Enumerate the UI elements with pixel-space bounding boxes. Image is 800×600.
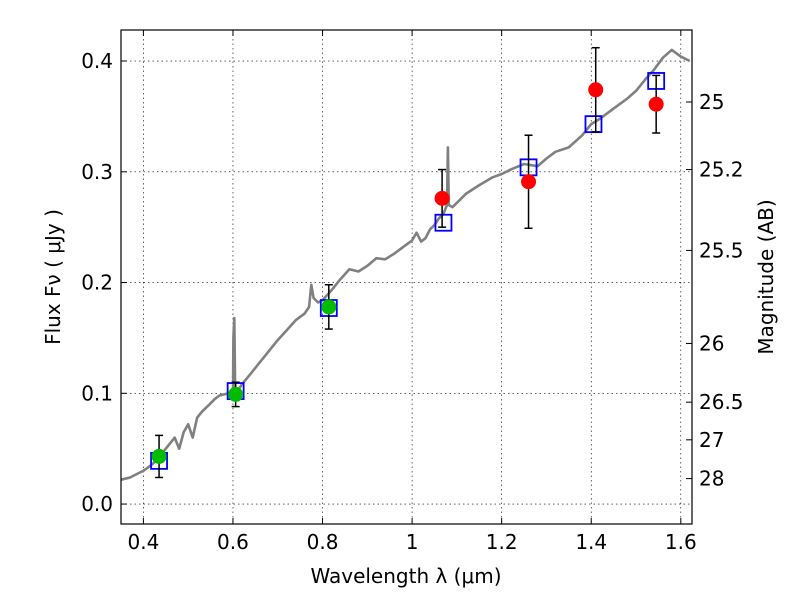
x-tick-label: 0.6 (217, 530, 249, 554)
x-axis-label: Wavelength λ (μm) (310, 564, 501, 588)
model-square-marker (434, 213, 453, 232)
x-tick-label: 1 (406, 530, 419, 554)
data-series (120, 46, 691, 481)
y2-tick-label: 28 (699, 467, 724, 491)
y-tick-label: 0.4 (81, 49, 113, 73)
y-tick-label: 0.3 (81, 160, 113, 184)
axes-ticks: 0.4 0.6 0.8 1 1.2 1.4 1.6 0.0 0.1 0.2 0.3 0.4 25 25.2… (81, 30, 744, 554)
y2-tick-label: 25.2 (699, 158, 744, 182)
y2-tick-label: 26.5 (699, 390, 744, 414)
observed-point (321, 299, 337, 315)
x-tick-label: 0.4 (127, 530, 159, 554)
plot-area (121, 30, 692, 524)
grid (121, 30, 692, 524)
y-tick-label: 0.0 (81, 492, 113, 516)
y2-axis-label: Magnitude (AB) (754, 199, 778, 354)
x-tick-label: 1.6 (665, 530, 697, 554)
plot-frame (120, 29, 693, 525)
x-tick-label: 1.4 (575, 530, 607, 554)
spectrum-line (120, 48, 691, 481)
y-tick-label: 0.1 (81, 381, 113, 405)
y2-tick-label: 25 (699, 90, 724, 114)
y-axis-label: Flux Fν ( μJy ) (41, 209, 65, 345)
observed-point (521, 174, 537, 190)
observed-point (151, 448, 167, 464)
x-tick-label: 0.8 (307, 530, 339, 554)
observed-point (434, 190, 450, 206)
x-tick-label: 1.2 (486, 530, 518, 554)
y2-tick-label: 27 (699, 428, 724, 452)
y-tick-label: 0.2 (81, 271, 113, 295)
y2-tick-label: 26 (699, 331, 724, 355)
y2-tick-label: 25.5 (699, 238, 744, 262)
observed-point (228, 386, 244, 402)
observed-point (588, 82, 604, 98)
observed-point (648, 96, 664, 112)
